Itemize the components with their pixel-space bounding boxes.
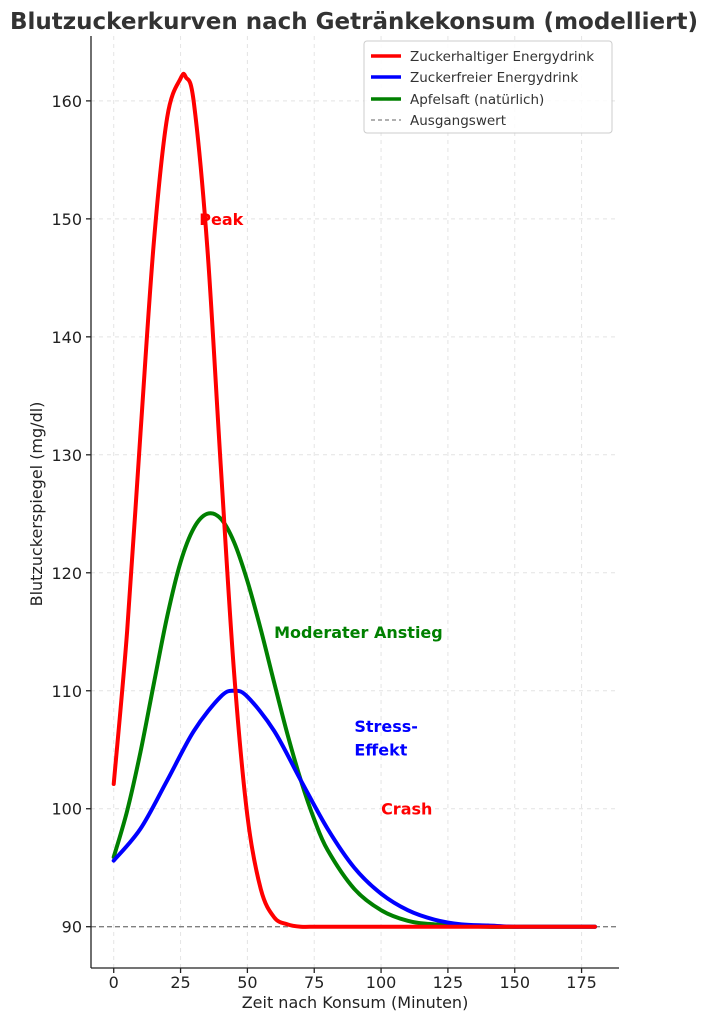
legend-frame — [363, 40, 613, 134]
annotation-crash: Crash — [381, 800, 432, 819]
x-tick-label-125: 125 — [433, 973, 464, 992]
y-tick-label-120: 120 — [51, 564, 82, 583]
legend: Zuckerhaltiger Energydrink Zuckerfreier … — [363, 40, 613, 134]
x-tick-label-175: 175 — [566, 973, 597, 992]
legend-label-sugarfree-drink: Zuckerfreier Energydrink — [410, 70, 578, 86]
legend-label-baseline: Ausgangswert — [410, 113, 506, 129]
annotation-moderater-anstieg: Moderater Anstieg — [274, 623, 443, 642]
y-tick-label-140: 140 — [51, 328, 82, 347]
x-tick-label-0: 0 — [109, 973, 119, 992]
x-tick-label-75: 75 — [304, 973, 324, 992]
y-tick-label-90: 90 — [62, 918, 82, 937]
y-tick-label-130: 130 — [51, 446, 82, 465]
y-tick-label-100: 100 — [51, 800, 82, 819]
x-tick-label-150: 150 — [499, 973, 530, 992]
chart-title: Blutzuckerkurven nach Getränkekonsum (mo… — [10, 9, 698, 35]
x-tick-label-25: 25 — [170, 973, 190, 992]
annotation-stress: Stress- — [354, 717, 418, 736]
series-line-apfelsaft-nat-rlich — [111, 511, 597, 929]
y-axis-label: Blutzuckerspiegel (mg/dl) — [27, 402, 46, 607]
x-tick-label-100: 100 — [366, 973, 397, 992]
y-tick-label-150: 150 — [51, 210, 82, 229]
annotation-effekt: Effekt — [354, 741, 407, 760]
legend-label-apple-juice: Apfelsaft (natürlich) — [410, 92, 544, 108]
series-line-zuckerhaltiger-energydrink — [111, 71, 597, 929]
x-axis-label: Zeit nach Konsum (Minuten) — [242, 993, 469, 1012]
y-tick-label-160: 160 — [51, 92, 82, 111]
legend-label-sugar-drink: Zuckerhaltiger Energydrink — [410, 49, 594, 65]
x-tick-label-50: 50 — [237, 973, 257, 992]
series-layer — [111, 71, 597, 929]
annotation-peak: Peak — [199, 210, 243, 229]
grid — [91, 36, 619, 968]
y-tick-label-110: 110 — [51, 682, 82, 701]
annotations: Peak Moderater Anstieg Stress- Effekt Crash — [199, 210, 442, 819]
axes: 0 25 50 75 100 125 150 175 90 100 110 120 130 140 150 1… — [51, 36, 619, 992]
